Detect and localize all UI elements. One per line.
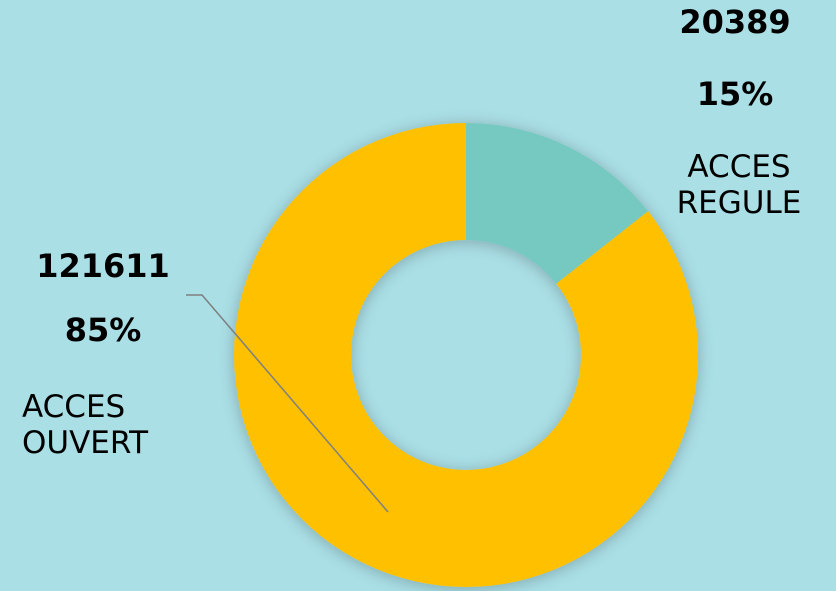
leader-line (186, 294, 389, 513)
value-label: 121611 (36, 247, 170, 285)
category-label: ACCES REGULE (676, 149, 802, 221)
percent-label: 85% (64, 311, 142, 349)
donut (234, 122, 699, 587)
category-label: ACCES OUVERT (22, 389, 149, 461)
value-label: 20389 (679, 3, 791, 41)
donut-slice (466, 123, 649, 284)
percent-label: 15% (696, 75, 774, 113)
donut-slice (234, 122, 699, 587)
